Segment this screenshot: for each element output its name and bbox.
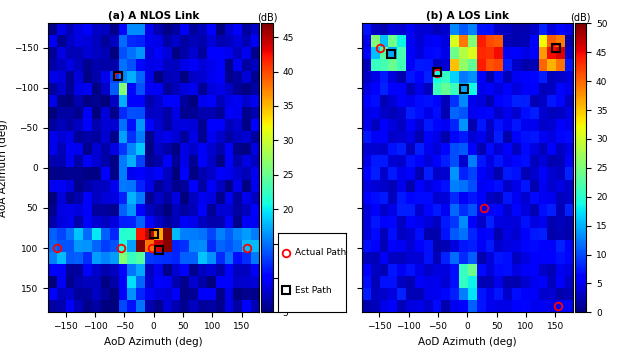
Text: Est Path: Est Path <box>295 286 332 295</box>
Title: (b) A LOS Link: (b) A LOS Link <box>426 11 509 21</box>
Title: (dB): (dB) <box>257 13 277 23</box>
Title: (a) A NLOS Link: (a) A NLOS Link <box>108 11 199 21</box>
Text: Actual Path: Actual Path <box>295 248 346 257</box>
Title: (dB): (dB) <box>570 13 591 23</box>
Y-axis label: AoA Azimuth (deg): AoA Azimuth (deg) <box>0 119 8 217</box>
X-axis label: AoD Azimuth (deg): AoD Azimuth (deg) <box>418 336 516 347</box>
X-axis label: AoD Azimuth (deg): AoD Azimuth (deg) <box>104 336 203 347</box>
